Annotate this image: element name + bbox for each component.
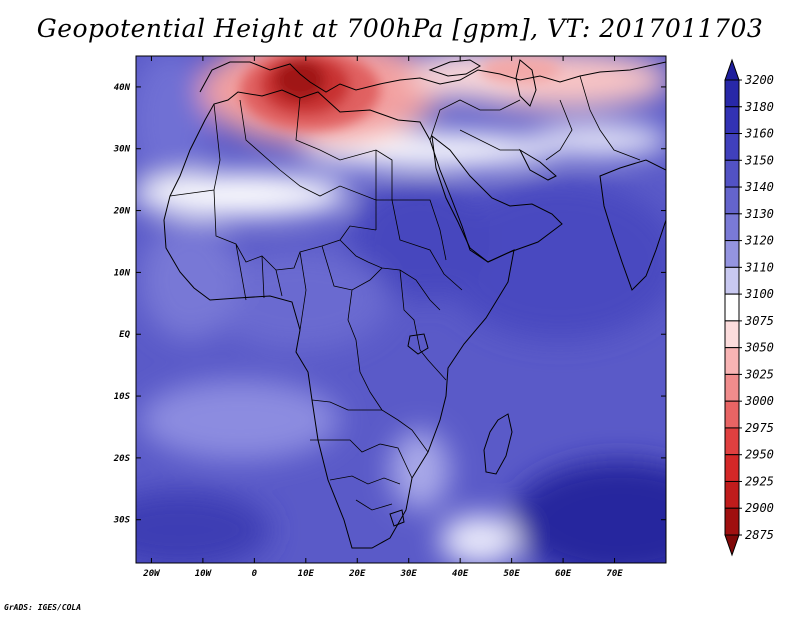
colorbar-swatch bbox=[724, 373, 740, 402]
black-sea-coastline bbox=[428, 59, 481, 77]
india-coastline bbox=[599, 159, 666, 291]
colorbar-label: 3075 bbox=[744, 314, 774, 328]
grads-credit: GrADS: IGES/COLA bbox=[4, 603, 82, 612]
x-tick-label: 20W bbox=[142, 569, 161, 579]
colorbar-label: 3100 bbox=[744, 287, 774, 301]
colorbar-swatch bbox=[724, 454, 740, 482]
colorbar-label: 3180 bbox=[744, 100, 774, 114]
colorbar-swatch bbox=[724, 106, 740, 135]
colorbar-swatch bbox=[724, 79, 740, 108]
x-tick-label: 70E bbox=[606, 569, 623, 579]
colorbar-label: 3200 bbox=[744, 73, 774, 87]
arabia-coastline bbox=[431, 134, 563, 263]
colorbar-swatch bbox=[724, 347, 740, 375]
y-tick-label: 10S bbox=[114, 392, 131, 402]
y-tick-label: 40N bbox=[114, 83, 131, 93]
colorbar-label: 2875 bbox=[745, 528, 774, 542]
colorbar-swatch bbox=[724, 293, 740, 322]
colorbar-label: 3150 bbox=[744, 153, 774, 167]
colorbar-swatch bbox=[724, 133, 740, 161]
colorbar-swatch bbox=[724, 213, 740, 242]
y-tick-label: 20N bbox=[113, 207, 131, 217]
colorbar-label: 3000 bbox=[744, 394, 774, 408]
colorbar-label: 2950 bbox=[745, 448, 774, 462]
x-tick-label: 0 bbox=[252, 569, 258, 579]
y-axis: 40N 30N 20N 10N EQ 10S 20S 30S bbox=[113, 83, 666, 526]
y-tick-label: 30S bbox=[113, 516, 131, 526]
colorbar-swatch bbox=[724, 507, 740, 536]
colorbar-max-arrow bbox=[724, 58, 740, 81]
plot-frame bbox=[135, 55, 667, 564]
x-tick-label: 50E bbox=[503, 569, 520, 579]
y-tick-label: 10N bbox=[114, 268, 131, 278]
map-title: Geopotential Height at 700hPa [gpm], VT:… bbox=[36, 14, 764, 43]
colorbar-label: 3160 bbox=[744, 127, 774, 141]
height-field bbox=[136, 56, 666, 563]
africa-coastline bbox=[163, 89, 515, 549]
colorbar-label: 3110 bbox=[744, 260, 774, 274]
colorbar-label: 3050 bbox=[744, 341, 774, 355]
persian-gulf-coastline bbox=[518, 148, 557, 181]
y-tick-label: 20S bbox=[113, 454, 131, 464]
colorbar-label: 3130 bbox=[744, 207, 774, 221]
lesotho-border bbox=[389, 509, 405, 527]
x-tick-label: 10W bbox=[195, 569, 213, 579]
interior-borders bbox=[169, 75, 641, 511]
colorbar-label: 2900 bbox=[745, 501, 774, 515]
colorbar-swatch bbox=[724, 186, 740, 215]
lake-victoria bbox=[407, 333, 429, 355]
x-tick-label: 40E bbox=[452, 569, 469, 579]
colorbar-label: 3120 bbox=[744, 234, 774, 248]
country-boundaries bbox=[163, 59, 666, 549]
colorbar-label: 2925 bbox=[745, 474, 774, 488]
colorbar-swatch bbox=[724, 400, 740, 429]
y-tick-label: 30N bbox=[113, 145, 131, 155]
colorbar-swatch bbox=[724, 266, 740, 295]
europe-coastline bbox=[199, 61, 666, 93]
madagascar-coastline bbox=[483, 413, 513, 475]
colorbar-swatch bbox=[724, 480, 740, 509]
colorbar-min-arrow bbox=[724, 534, 740, 557]
x-axis: 20W 10W 0 10E 20E 30E 40E 50E 60E 70E bbox=[142, 56, 623, 579]
colorbar-label: 2975 bbox=[745, 421, 774, 435]
colorbar-swatch bbox=[724, 427, 740, 456]
x-tick-label: 60E bbox=[555, 569, 572, 579]
y-tick-label: EQ bbox=[119, 330, 130, 340]
colorbar: 3200 3180 3160 3150 3140 3130 3120 3110 3100 3075… bbox=[724, 58, 774, 557]
caspian-sea-coastline bbox=[515, 59, 537, 107]
colorbar-swatch bbox=[724, 240, 740, 268]
x-tick-label: 30E bbox=[400, 569, 418, 579]
x-tick-label: 10E bbox=[298, 569, 315, 579]
x-tick-label: 20E bbox=[348, 569, 366, 579]
colorbar-label: 3025 bbox=[744, 367, 774, 381]
colorbar-swatch bbox=[724, 320, 740, 349]
colorbar-label: 3140 bbox=[744, 180, 774, 194]
colorbar-swatch bbox=[724, 159, 740, 188]
